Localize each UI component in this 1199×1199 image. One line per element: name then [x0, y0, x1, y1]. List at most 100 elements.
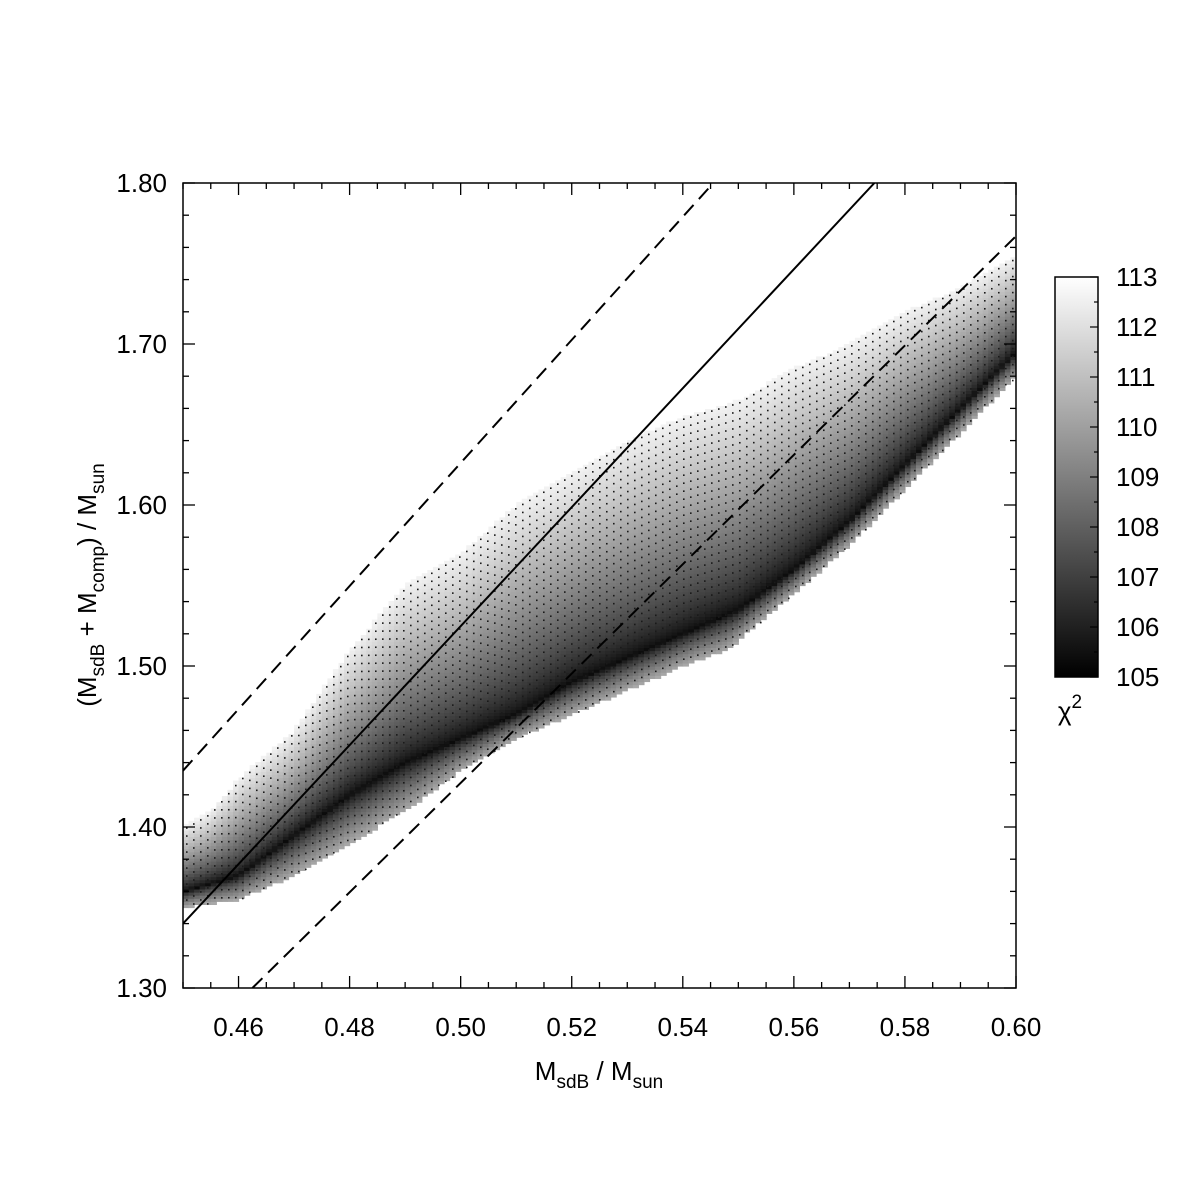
heatmap-cell	[543, 566, 551, 571]
heatmap-cell	[255, 765, 262, 769]
heatmap-cell	[488, 535, 495, 540]
heatmap-cell	[366, 656, 373, 661]
heatmap-cell	[471, 749, 478, 754]
heatmap-cell	[432, 582, 440, 587]
heatmap-cell	[427, 672, 434, 676]
heatmap-cell	[399, 693, 406, 698]
heatmap-cell	[444, 579, 451, 584]
heatmap-cell	[455, 690, 462, 695]
heatmap-cell	[194, 892, 201, 896]
heatmap-cell	[244, 777, 251, 782]
heatmap-cell	[527, 724, 534, 729]
heatmap-cell	[266, 817, 273, 822]
heatmap-cell	[505, 594, 512, 599]
heatmap-cell	[432, 669, 440, 673]
heatmap-cell	[188, 845, 195, 850]
heatmap-cell	[482, 731, 490, 735]
heatmap-cell	[421, 755, 428, 760]
heatmap-cell	[294, 765, 301, 769]
heatmap-cell	[482, 669, 490, 673]
heatmap-cell	[321, 734, 328, 738]
heatmap-cell	[299, 737, 306, 741]
heatmap-cell	[355, 811, 362, 816]
heatmap-cell	[466, 545, 473, 549]
heatmap-cell	[388, 709, 395, 714]
heatmap-cell	[316, 802, 323, 806]
heatmap-cell	[482, 659, 490, 664]
heatmap-cell	[455, 740, 462, 745]
heatmap-cell	[299, 867, 306, 871]
heatmap-cell	[488, 638, 495, 642]
heatmap-cell	[249, 864, 256, 868]
heatmap-cell	[394, 625, 401, 630]
heatmap-cell	[377, 820, 384, 825]
heatmap-cell	[410, 696, 417, 701]
heatmap-cell	[244, 792, 251, 797]
heatmap-cell	[427, 669, 434, 673]
heatmap-cell	[282, 805, 290, 810]
heatmap-cell	[394, 715, 401, 720]
heatmap-cell	[444, 631, 451, 636]
heatmap-cell	[260, 864, 267, 868]
heatmap-cell	[232, 805, 240, 810]
heatmap-cell	[471, 600, 478, 605]
heatmap-cell	[255, 888, 262, 893]
heatmap-cell	[388, 792, 395, 797]
heatmap-cell	[532, 687, 540, 692]
heatmap-cell	[444, 585, 451, 590]
heatmap-cell	[421, 749, 428, 754]
heatmap-cell	[377, 727, 384, 732]
heatmap-cell	[405, 690, 412, 695]
heatmap-cell	[510, 535, 517, 540]
heatmap-cell	[410, 650, 417, 655]
heatmap-cell	[527, 585, 534, 590]
heatmap-cell	[238, 879, 245, 884]
heatmap-cell	[516, 727, 523, 732]
heatmap-cell	[460, 594, 467, 599]
heatmap-cell	[377, 616, 384, 621]
heatmap-cell	[282, 861, 290, 865]
heatmap-cell	[349, 765, 356, 769]
heatmap-cell	[482, 610, 490, 614]
heatmap-cell	[438, 638, 445, 642]
heatmap-cell	[360, 703, 367, 707]
heatmap-cell	[310, 823, 317, 828]
heatmap-cell	[321, 796, 328, 800]
heatmap-cell	[260, 873, 267, 878]
heatmap-cell	[327, 786, 334, 791]
heatmap-cell	[427, 700, 434, 704]
heatmap-cell	[410, 610, 417, 614]
heatmap-cell	[366, 808, 373, 813]
heatmap-cell	[543, 582, 551, 587]
heatmap-cell	[427, 768, 434, 772]
heatmap-cell	[543, 526, 551, 531]
heatmap-cell	[410, 746, 417, 751]
heatmap-cell	[538, 566, 545, 571]
heatmap-cell	[438, 597, 445, 602]
heatmap-cell	[516, 508, 523, 512]
heatmap-cell	[216, 870, 223, 875]
heatmap-cell	[282, 873, 290, 878]
heatmap-cell	[238, 870, 245, 875]
heatmap-cell	[360, 752, 367, 757]
heatmap-cell	[399, 600, 406, 605]
heatmap-cell	[505, 628, 512, 633]
heatmap-cell	[349, 774, 356, 779]
heatmap-cell	[199, 867, 206, 871]
heatmap-cell	[493, 619, 501, 624]
heatmap-cell	[321, 839, 328, 844]
heatmap-cell	[332, 814, 340, 819]
heatmap-cell	[338, 724, 345, 729]
heatmap-cell	[521, 684, 528, 689]
heatmap-cell	[405, 687, 412, 692]
heatmap-cell	[538, 650, 545, 655]
heatmap-cell	[377, 774, 384, 779]
heatmap-cell	[416, 625, 423, 630]
heatmap-cell	[405, 653, 412, 658]
heatmap-cell	[288, 755, 295, 760]
heatmap-cell	[405, 585, 412, 590]
heatmap-cell	[416, 712, 423, 717]
heatmap-cell	[432, 718, 440, 723]
heatmap-cell	[332, 696, 340, 701]
heatmap-cell	[438, 604, 445, 608]
